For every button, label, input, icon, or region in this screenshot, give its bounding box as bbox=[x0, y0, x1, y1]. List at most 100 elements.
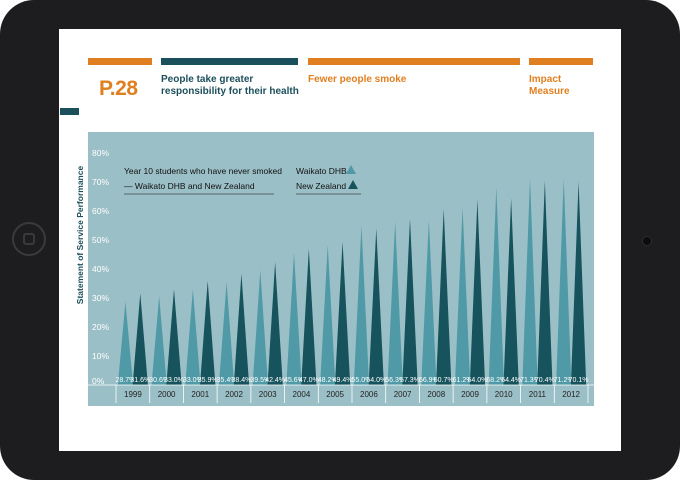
data-label-waikato: 55.0% bbox=[352, 377, 372, 384]
data-peak-waikato bbox=[320, 245, 336, 385]
x-tick-label: 2009 bbox=[461, 390, 479, 399]
data-label-waikato: 68.2% bbox=[486, 377, 506, 384]
chart-area: 0% 10% 20% 30% 40% 50% 60% 70% 80% 28.7% 31.6% 1999… bbox=[88, 132, 594, 406]
data-peak-new-zealand bbox=[233, 273, 250, 385]
data-peak-new-zealand bbox=[301, 248, 317, 385]
legend-marker-waikato-icon bbox=[346, 165, 356, 174]
data-label-new-zealand: 60.7% bbox=[434, 377, 454, 384]
data-label-waikato: 28.7% bbox=[116, 377, 136, 384]
data-label-waikato: 56.9% bbox=[419, 377, 439, 384]
x-tick-label: 2011 bbox=[529, 390, 547, 399]
header-accent-bar-teal bbox=[161, 58, 298, 65]
data-peak-new-zealand bbox=[503, 198, 519, 385]
header-accent-bar-orange-right bbox=[529, 58, 593, 65]
side-label: Statement of Service Performance bbox=[75, 165, 85, 305]
x-tick-label: 2006 bbox=[360, 390, 378, 399]
data-peak-waikato bbox=[421, 220, 437, 385]
subsection-title: Fewer people smoke bbox=[308, 74, 407, 85]
data-label-waikato: 48.2% bbox=[318, 377, 338, 384]
data-label-waikato: 33.0% bbox=[183, 377, 203, 384]
data-peak-waikato bbox=[556, 178, 572, 385]
y-tick-label: 80% bbox=[92, 148, 109, 158]
x-tick-label: 2012 bbox=[562, 390, 580, 399]
y-tick-label: 40% bbox=[92, 264, 109, 274]
data-label-waikato: 56.3% bbox=[385, 377, 405, 384]
data-label-new-zealand: 49.4% bbox=[333, 377, 353, 384]
data-peak-new-zealand bbox=[368, 228, 384, 385]
x-tick-label: 2004 bbox=[293, 390, 311, 399]
data-peak-new-zealand bbox=[334, 241, 351, 385]
data-peak-new-zealand bbox=[570, 181, 587, 385]
section-title: People take greater responsibility for t… bbox=[161, 74, 299, 97]
home-button[interactable] bbox=[12, 222, 46, 256]
y-tick-label: 70% bbox=[92, 177, 109, 187]
data-peak-waikato bbox=[488, 187, 504, 385]
x-tick-label: 2008 bbox=[427, 390, 445, 399]
data-label-waikato: 71.2% bbox=[554, 377, 574, 384]
y-tick-label: 10% bbox=[92, 351, 109, 361]
chart-svg: 0% 10% 20% 30% 40% 50% 60% 70% 80% 28.7%31.6% 1999… bbox=[88, 132, 594, 406]
x-tick-label: 2000 bbox=[158, 390, 176, 399]
camera-icon bbox=[642, 236, 652, 246]
data-peak-waikato bbox=[522, 178, 538, 385]
y-tick-label: 50% bbox=[92, 235, 109, 245]
data-label-new-zealand: 64.0% bbox=[467, 377, 487, 384]
y-tick-label: 30% bbox=[92, 293, 109, 303]
data-label-waikato: 61.2% bbox=[453, 377, 473, 384]
chart-title: Year 10 students who have never smoked bbox=[124, 166, 282, 176]
data-peak-new-zealand bbox=[132, 293, 148, 385]
x-tick-label: 2010 bbox=[495, 390, 513, 399]
side-marker bbox=[60, 108, 79, 115]
data-label-waikato: 71.3% bbox=[520, 377, 540, 384]
category-title: Impact Measure bbox=[529, 74, 570, 97]
data-peak-waikato bbox=[353, 225, 370, 385]
data-peak-new-zealand bbox=[469, 199, 486, 385]
data-label-new-zealand: 42.4% bbox=[265, 377, 285, 384]
data-peak-waikato bbox=[454, 207, 471, 385]
x-tick-label: 2007 bbox=[394, 390, 412, 399]
x-tick-label: 2001 bbox=[191, 390, 209, 399]
data-peak-waikato bbox=[117, 301, 134, 385]
home-button-icon bbox=[23, 233, 35, 245]
page-number: P.28 bbox=[99, 77, 138, 100]
data-label-new-zealand: 33.0% bbox=[164, 377, 184, 384]
y-tick-label: 20% bbox=[92, 322, 109, 332]
data-label-new-zealand: 57.3% bbox=[400, 377, 420, 384]
data-peak-waikato bbox=[387, 221, 403, 385]
data-peak-new-zealand bbox=[200, 280, 216, 385]
data-label-new-zealand: 35.9% bbox=[198, 377, 218, 384]
data-label-new-zealand: 47.0% bbox=[299, 377, 319, 384]
legend-label-new-zealand: New Zealand bbox=[296, 181, 346, 191]
data-peak-waikato bbox=[185, 289, 201, 385]
data-peak-new-zealand bbox=[537, 180, 553, 385]
data-peak-new-zealand bbox=[402, 218, 418, 385]
data-label-new-zealand: 70.4% bbox=[535, 377, 555, 384]
data-label-waikato: 39.5% bbox=[250, 377, 270, 384]
data-label-new-zealand: 31.6% bbox=[130, 377, 150, 384]
data-label-waikato: 35.4% bbox=[217, 377, 237, 384]
header-accent-bar-orange bbox=[88, 58, 152, 65]
x-tick-label: 1999 bbox=[124, 390, 142, 399]
x-tick-label: 2003 bbox=[259, 390, 277, 399]
x-tick-label: 2002 bbox=[225, 390, 243, 399]
data-peak-waikato bbox=[151, 296, 167, 385]
data-label-new-zealand: 70.1% bbox=[569, 377, 589, 384]
header-accent-bar-orange-wide bbox=[308, 58, 520, 65]
data-peak-waikato bbox=[286, 252, 302, 385]
data-peak-waikato bbox=[218, 282, 235, 385]
data-label-waikato: 45.6% bbox=[284, 377, 304, 384]
data-label-new-zealand: 64.4% bbox=[501, 377, 521, 384]
data-peak-new-zealand bbox=[436, 209, 452, 385]
data-label-new-zealand: 38.4% bbox=[231, 377, 251, 384]
data-peak-new-zealand bbox=[267, 262, 283, 385]
x-tick-label: 2005 bbox=[326, 390, 344, 399]
y-tick-label: 0% bbox=[92, 376, 105, 386]
legend-label-waikato: Waikato DHB bbox=[296, 166, 347, 176]
y-tick-label: 60% bbox=[92, 206, 109, 216]
page-screen: P.28 People take greater responsibility … bbox=[59, 29, 621, 451]
data-peak-waikato bbox=[252, 270, 268, 385]
data-label-waikato: 30.6% bbox=[149, 377, 169, 384]
data-label-new-zealand: 54.0% bbox=[366, 377, 386, 384]
data-peak-new-zealand bbox=[166, 289, 182, 385]
